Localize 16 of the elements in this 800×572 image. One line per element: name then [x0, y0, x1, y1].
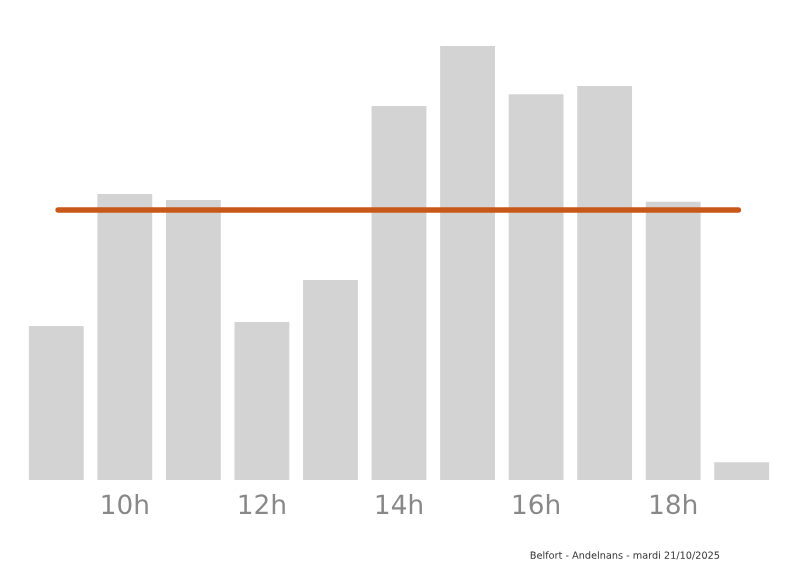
- bar: [165, 200, 221, 480]
- bar: [645, 201, 701, 480]
- x-tick-label: 16h: [513, 493, 559, 515]
- bar: [97, 193, 153, 480]
- x-tick-label: 14h: [376, 493, 422, 514]
- x-tick-label: 10h: [102, 493, 148, 515]
- bar: [714, 462, 770, 480]
- bar: [508, 94, 564, 480]
- bar: [303, 279, 358, 480]
- bar: [577, 85, 633, 480]
- bar: [440, 46, 495, 480]
- bar: [371, 105, 427, 480]
- bar: [234, 322, 290, 480]
- bar: [28, 325, 84, 480]
- x-tick-label: 18h: [650, 493, 697, 515]
- x-tick-label: 12h: [239, 493, 285, 514]
